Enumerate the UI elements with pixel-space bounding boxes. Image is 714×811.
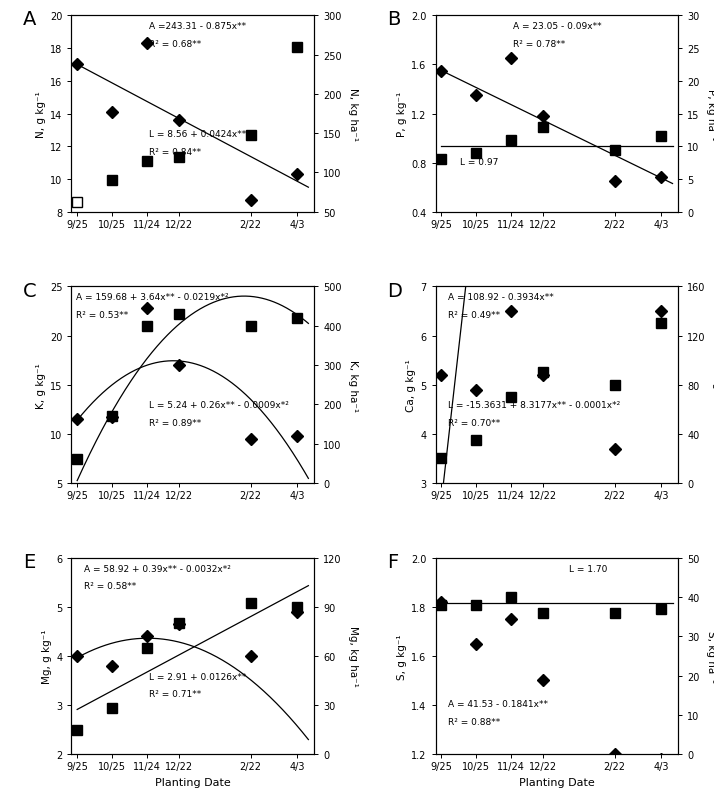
Text: R² = 0.71**: R² = 0.71** [149, 689, 201, 698]
X-axis label: Planting Date: Planting Date [519, 777, 595, 787]
Y-axis label: K, g kg⁻¹: K, g kg⁻¹ [36, 363, 46, 408]
Text: R² = 0.58**: R² = 0.58** [84, 581, 136, 590]
Text: B: B [387, 11, 401, 29]
Text: E: E [23, 552, 35, 571]
Text: A = 23.05 - 0.09x**: A = 23.05 - 0.09x** [513, 22, 602, 31]
Text: R² = 0.84**: R² = 0.84** [149, 148, 201, 157]
Text: R² = 0.68**: R² = 0.68** [149, 40, 201, 49]
Y-axis label: S, g kg⁻¹: S, g kg⁻¹ [397, 633, 407, 679]
Text: L = 5.24 + 0.26x** - 0.0009x*²: L = 5.24 + 0.26x** - 0.0009x*² [149, 401, 289, 410]
Text: R² = 0.49**: R² = 0.49** [448, 311, 500, 320]
Text: R² = 0.70**: R² = 0.70** [448, 418, 500, 427]
Text: R² = 0.78**: R² = 0.78** [513, 40, 565, 49]
Y-axis label: N, kg ha⁻¹: N, kg ha⁻¹ [348, 88, 358, 141]
Y-axis label: Mg, g kg⁻¹: Mg, g kg⁻¹ [42, 629, 52, 684]
Text: D: D [387, 281, 402, 300]
Y-axis label: P, g kg⁻¹: P, g kg⁻¹ [397, 92, 407, 137]
Text: A = 108.92 - 0.3934x**: A = 108.92 - 0.3934x** [448, 293, 553, 302]
Text: L = 1.70: L = 1.70 [569, 564, 608, 573]
Text: R² = 0.89**: R² = 0.89** [149, 418, 201, 427]
Text: R² = 0.53**: R² = 0.53** [76, 311, 129, 320]
Text: A = 58.92 + 0.39x** - 0.0032x*²: A = 58.92 + 0.39x** - 0.0032x*² [84, 564, 231, 573]
Y-axis label: N, g kg⁻¹: N, g kg⁻¹ [36, 91, 46, 138]
Text: A =243.31 - 0.875x**: A =243.31 - 0.875x** [149, 22, 246, 31]
Text: C: C [23, 281, 36, 300]
Y-axis label: K, kg ha⁻¹: K, kg ha⁻¹ [348, 359, 358, 411]
Text: A = 41.53 - 0.1841x**: A = 41.53 - 0.1841x** [448, 699, 548, 708]
Text: L = -15.3631 + 8.3177x** - 0.0001x*²: L = -15.3631 + 8.3177x** - 0.0001x*² [448, 401, 620, 410]
Text: A = 159.68 + 3.64x** - 0.0219x*²: A = 159.68 + 3.64x** - 0.0219x*² [76, 293, 229, 302]
X-axis label: Planting Date: Planting Date [155, 777, 231, 787]
Text: L = 8.56 + 0.0424x**: L = 8.56 + 0.0424x** [149, 130, 246, 139]
Text: L = 0.97: L = 0.97 [460, 157, 498, 166]
Text: F: F [387, 552, 398, 571]
Text: L = 2.91 + 0.0126x**: L = 2.91 + 0.0126x** [149, 672, 246, 680]
Y-axis label: Mg, kg ha⁻¹: Mg, kg ha⁻¹ [348, 626, 358, 686]
Y-axis label: P, kg ha⁻¹: P, kg ha⁻¹ [706, 88, 714, 140]
Text: R² = 0.88**: R² = 0.88** [448, 717, 500, 726]
Text: A: A [23, 11, 36, 29]
Y-axis label: S, kg ha⁻¹: S, kg ha⁻¹ [706, 630, 714, 682]
Y-axis label: Ca, g kg⁻¹: Ca, g kg⁻¹ [406, 359, 416, 411]
Y-axis label: Ca, kg ha⁻¹: Ca, kg ha⁻¹ [713, 356, 714, 414]
